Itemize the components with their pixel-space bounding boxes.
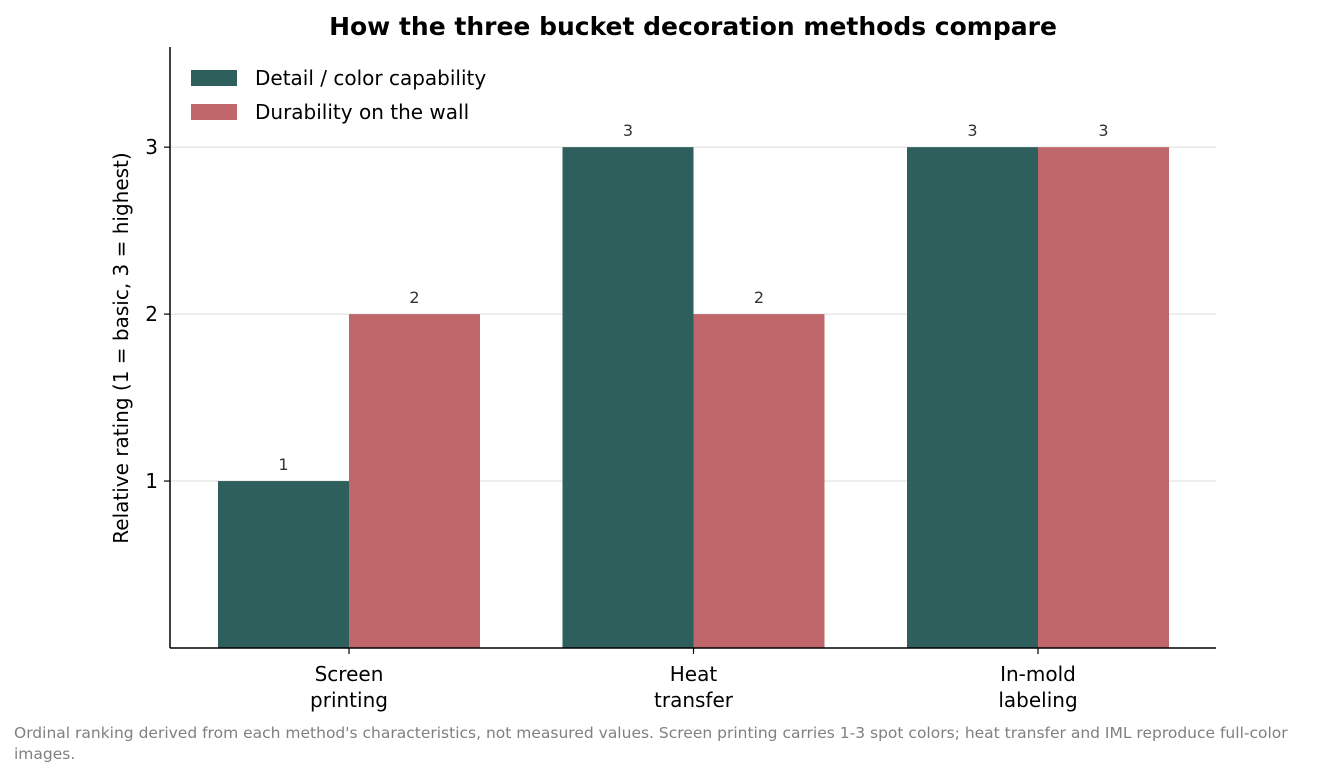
bar: [218, 481, 349, 648]
legend-swatch: [191, 70, 237, 86]
y-axis-label: Relative rating (1 = basic, 3 = highest): [109, 152, 133, 543]
data-label: 3: [1098, 121, 1108, 140]
bar-chart: How the three bucket decoration methods …: [109, 12, 1216, 712]
y-tick-label: 3: [145, 135, 158, 159]
data-label: 1: [278, 455, 288, 474]
legend-swatch: [191, 104, 237, 120]
chart-title: How the three bucket decoration methods …: [329, 12, 1057, 41]
legend-label: Durability on the wall: [255, 100, 469, 124]
legend-label: Detail / color capability: [255, 66, 486, 90]
data-label: 2: [409, 288, 419, 307]
footnote: Ordinal ranking derived from each method…: [14, 724, 1288, 763]
data-label: 3: [967, 121, 977, 140]
x-tick-label: Heat transfer: [654, 662, 734, 712]
x-ticks: Screen printing Heat transfer In-mold labelin…: [310, 648, 1078, 712]
bar: [1038, 147, 1169, 648]
bar: [693, 314, 825, 648]
y-tick-label: 1: [145, 469, 158, 493]
bar: [907, 147, 1038, 648]
data-label: 2: [754, 288, 764, 307]
x-tick-label: In-mold labeling: [998, 662, 1077, 712]
bar: [562, 147, 694, 648]
value-labels: 1 3 3 2 2 3: [278, 121, 1108, 474]
x-tick-label: Screen printing: [310, 662, 388, 712]
bar: [349, 314, 480, 648]
bars: [218, 147, 1169, 648]
legend: Detail / color capability Durability on t…: [191, 66, 486, 124]
y-ticks: 1 2 3: [145, 135, 170, 493]
data-label: 3: [623, 121, 633, 140]
y-tick-label: 2: [145, 302, 158, 326]
